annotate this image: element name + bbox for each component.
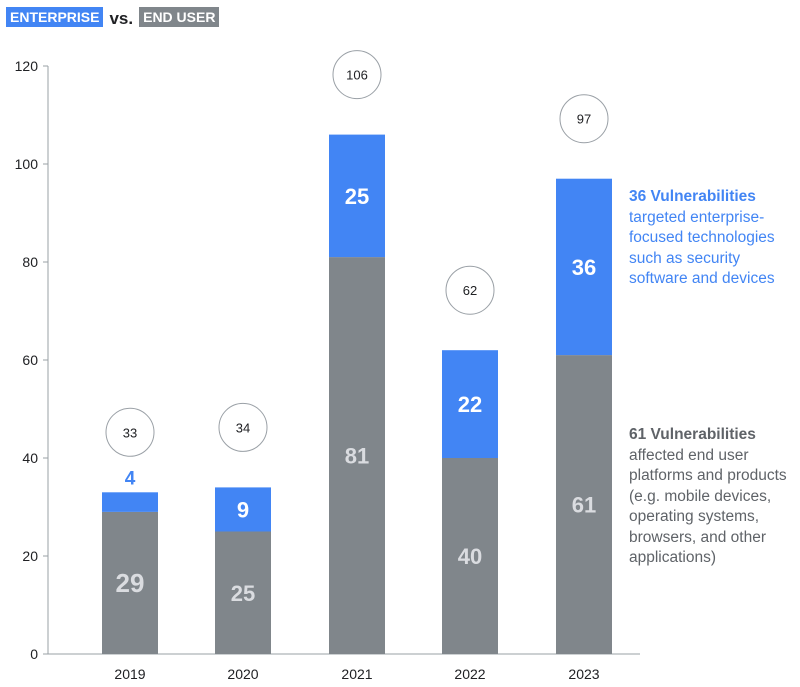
bar-label-enterprise: 9 bbox=[237, 497, 249, 522]
enterprise-annotation-title: 36 Vulnerabilities bbox=[629, 188, 756, 205]
y-tick-label: 100 bbox=[15, 156, 39, 172]
bar-enterprise bbox=[556, 178, 612, 356]
bar-label-end-user: 61 bbox=[572, 493, 596, 518]
bar-enterprise bbox=[442, 350, 498, 458]
total-label: 62 bbox=[463, 283, 477, 298]
bar-label-enterprise: 36 bbox=[572, 255, 596, 280]
total-circle bbox=[105, 407, 155, 457]
bar-enterprise bbox=[329, 134, 385, 258]
x-tick-label: 2021 bbox=[341, 666, 372, 682]
y-tick-label: 40 bbox=[22, 450, 38, 466]
total-circle bbox=[332, 50, 382, 100]
legend-vs: vs. bbox=[109, 9, 134, 28]
total-circle bbox=[445, 265, 495, 315]
bar-end-user bbox=[442, 458, 498, 654]
bar-label-enterprise: 4 bbox=[125, 468, 136, 489]
bar-end-user bbox=[102, 511, 158, 654]
y-tick-label: 20 bbox=[22, 548, 38, 564]
bar-label-end-user: 29 bbox=[116, 568, 145, 598]
bar-label-end-user: 40 bbox=[458, 544, 482, 569]
y-tick-label: 120 bbox=[15, 58, 39, 74]
bar-label-end-user: 81 bbox=[345, 444, 369, 469]
bar-enterprise bbox=[102, 492, 158, 512]
bar-end-user bbox=[215, 531, 271, 654]
x-tick-label: 2022 bbox=[454, 666, 485, 682]
end-user-annotation-title: 61 Vulnerabilities bbox=[629, 426, 756, 443]
y-tick-label: 80 bbox=[22, 254, 38, 270]
x-tick-label: 2020 bbox=[227, 666, 258, 682]
bar-end-user bbox=[556, 355, 612, 654]
y-tick-label: 0 bbox=[30, 646, 38, 662]
bar-end-user bbox=[329, 257, 385, 654]
total-circle bbox=[218, 402, 268, 452]
total-circle bbox=[559, 94, 609, 144]
end-user-annotation-text: affected end user platforms and products… bbox=[629, 446, 787, 567]
bar-label-enterprise: 25 bbox=[345, 184, 369, 209]
enterprise-annotation-text: targeted enterprise-focused technologies… bbox=[629, 208, 775, 288]
total-label: 34 bbox=[236, 420, 250, 435]
total-label: 33 bbox=[123, 425, 137, 440]
legend-enterprise: ENTERPRISE bbox=[6, 7, 104, 27]
legend-end-user: END USER bbox=[139, 7, 220, 27]
bar-label-end-user: 25 bbox=[231, 581, 255, 606]
x-tick-label: 2019 bbox=[114, 666, 145, 682]
y-tick-label: 60 bbox=[22, 352, 38, 368]
bar-label-enterprise: 22 bbox=[458, 392, 482, 417]
total-label: 97 bbox=[577, 112, 591, 127]
legend: ENTERPRISE vs. END USER bbox=[6, 5, 220, 29]
bar-enterprise bbox=[215, 487, 271, 532]
end-user-annotation: 61 Vulnerabilities affected end user pla… bbox=[629, 425, 789, 569]
total-label: 106 bbox=[346, 68, 368, 83]
enterprise-annotation: 36 Vulnerabilities targeted enterprise-f… bbox=[629, 187, 799, 290]
x-tick-label: 2023 bbox=[568, 666, 599, 682]
